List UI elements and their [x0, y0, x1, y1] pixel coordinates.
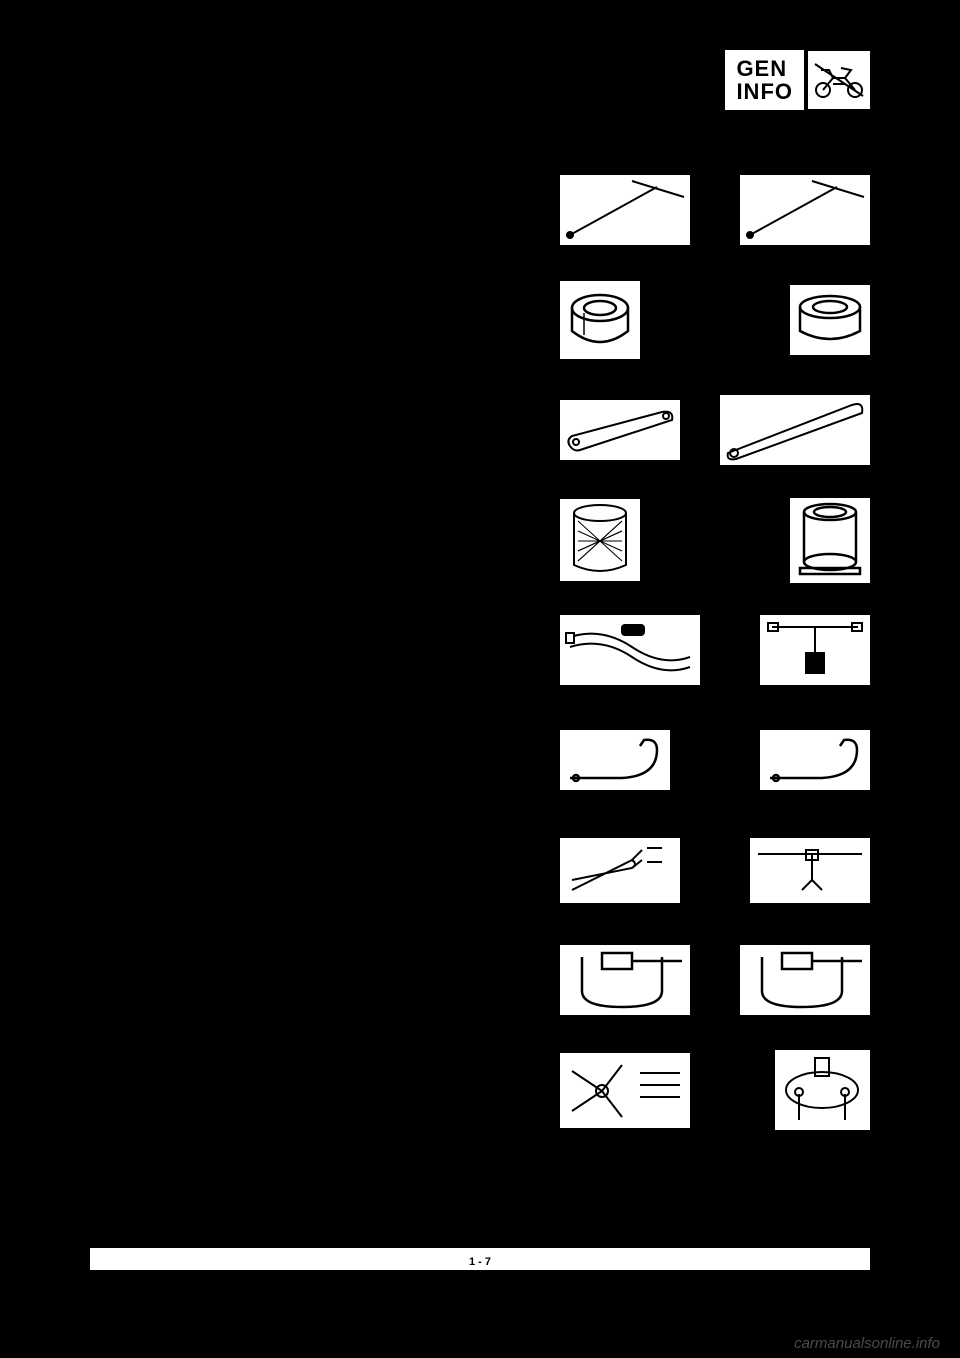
t-handle-icon — [560, 175, 690, 245]
tool-row — [560, 830, 870, 910]
tool-row — [560, 1050, 870, 1130]
tool-row — [560, 500, 870, 580]
long-wrench-icon — [720, 395, 870, 465]
clip-pliers-icon — [560, 838, 680, 903]
tool-row — [560, 940, 870, 1020]
clutch-holder-icon — [740, 945, 870, 1015]
cable-lead-icon — [560, 615, 700, 685]
tool-row — [560, 280, 870, 360]
section-label-line1: GEN — [736, 57, 793, 80]
clutch-holder-icon — [560, 945, 690, 1015]
tool-row — [560, 610, 870, 690]
manual-page: GEN INFO — [90, 30, 870, 1270]
cylinder-mesh-icon — [560, 499, 640, 581]
hook-spanner-icon — [760, 730, 870, 790]
holder-bar-icon — [750, 838, 870, 903]
tool-row — [560, 170, 870, 250]
motorcycle-icon — [808, 51, 870, 109]
puller-arms-icon — [560, 1053, 690, 1128]
section-label-line2: INFO — [736, 80, 793, 103]
adapter-t-icon — [760, 615, 870, 685]
section-header: GEN INFO — [725, 50, 870, 110]
hook-spanner-icon — [560, 730, 670, 790]
cylinder-open-icon — [790, 498, 870, 583]
seal-ring-angled-icon — [560, 281, 640, 359]
flat-wrench-icon — [560, 400, 680, 460]
page-number: 1 - 7 — [90, 1256, 870, 1268]
t-handle-icon — [740, 175, 870, 245]
puller-plate-icon — [775, 1050, 870, 1130]
watermark-text: carmanualsonline.info — [794, 1335, 940, 1352]
section-label-box: GEN INFO — [725, 50, 804, 110]
tool-row — [560, 720, 870, 800]
tool-illustration-list — [560, 170, 870, 1130]
tool-row — [560, 390, 870, 470]
seal-ring-top-icon — [790, 285, 870, 355]
